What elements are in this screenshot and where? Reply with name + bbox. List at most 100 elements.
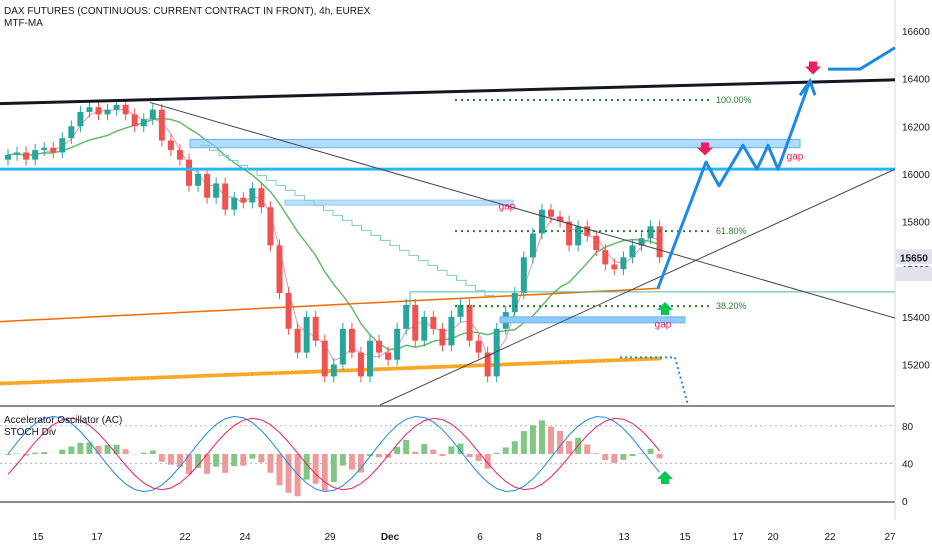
candle-body — [412, 305, 418, 341]
x-tick-label: Dec — [381, 532, 400, 543]
candle-body — [313, 317, 319, 341]
candle-body — [439, 329, 445, 346]
oscillator-bar — [168, 454, 174, 465]
x-tick-label: 17 — [91, 532, 103, 543]
indicator-stoch-div[interactable]: STOCH Div — [4, 427, 122, 439]
x-tick-label: 6 — [477, 532, 483, 543]
oscillator-bar — [494, 453, 500, 454]
x-tick-label: 17 — [732, 532, 744, 543]
candle-body — [629, 245, 635, 257]
candle-body — [421, 317, 427, 341]
oscillator-bar — [213, 454, 219, 467]
indicator-mtf-ma[interactable]: MTF-MA — [4, 18, 370, 30]
x-tick-label: 15 — [32, 532, 44, 543]
oscillator-bar — [277, 454, 283, 485]
oscillator-bar — [412, 452, 418, 454]
candle-body — [648, 226, 654, 238]
oscillator-bar — [394, 447, 400, 454]
oscillator-bar — [240, 454, 246, 466]
candle-body — [331, 365, 337, 377]
candle-body — [105, 110, 111, 115]
chart-legend: DAX FUTURES (CONTINUOUS: CURRENT CONTRAC… — [4, 6, 370, 30]
oscillator-bar — [322, 454, 328, 491]
oscillator-bar — [231, 454, 237, 466]
oscillator-bar — [602, 454, 608, 460]
candle-body — [467, 305, 473, 341]
candle-body — [295, 329, 301, 353]
oscillator-bar — [286, 454, 292, 493]
oscillator-bar — [5, 454, 11, 455]
oscillator-bar — [648, 449, 654, 454]
candle-body — [150, 110, 156, 120]
oscillator-bar — [267, 454, 273, 473]
oscillator-bar — [485, 454, 491, 469]
fib-level-label: 38.20% — [716, 301, 747, 311]
oscillator-bar — [620, 454, 626, 460]
oscillator-bar — [258, 454, 264, 462]
oscillator-bar — [503, 447, 509, 454]
candle-body — [322, 341, 328, 377]
oscillator-bar — [593, 453, 599, 454]
candle-body — [566, 222, 572, 246]
oscillator-bar — [77, 443, 83, 454]
gap-annotation: gap — [787, 152, 804, 163]
candle-body — [575, 226, 581, 245]
fib-level-label: 61.80% — [716, 226, 747, 236]
osc-tick-label: 0 — [902, 497, 908, 508]
candle-body — [602, 250, 608, 264]
candle-body — [68, 126, 74, 138]
symbol-title[interactable]: DAX FUTURES (CONTINUOUS: CURRENT CONTRAC… — [4, 6, 370, 18]
oscillator-bar — [159, 454, 165, 462]
oscillator-bar — [548, 427, 554, 454]
last-price-label: 15650 — [900, 253, 928, 264]
candle-body — [530, 233, 536, 257]
indicator-accelerator-oscillator[interactable]: Accelerator Oscillator (AC) — [4, 415, 122, 427]
oscillator-bar — [639, 453, 645, 454]
candle-body — [304, 317, 310, 353]
oscillator-bar — [629, 454, 635, 456]
y-tick-label: 15400 — [902, 313, 930, 324]
oscillator-bar — [249, 454, 255, 459]
candle-body — [204, 174, 210, 198]
oscillator-bar — [657, 454, 663, 458]
ma-line-green — [8, 119, 660, 350]
candle-body — [358, 353, 364, 377]
candle-body — [349, 329, 355, 353]
x-tick-label: 22 — [824, 532, 836, 543]
ma-value-box — [896, 267, 932, 281]
candle-body — [340, 329, 346, 365]
projection-path-extension — [828, 48, 895, 69]
oscillator-bar — [611, 454, 617, 463]
candle-body — [249, 188, 255, 202]
y-tick-label: 15200 — [902, 361, 930, 372]
oscillator-bar — [59, 450, 65, 454]
candle-body — [548, 210, 554, 217]
oscillator-bar — [521, 431, 527, 454]
oscillator-bar — [222, 454, 228, 473]
y-tick-label: 16200 — [902, 122, 930, 133]
oscillator-bar — [421, 444, 427, 454]
x-tick-label: 13 — [618, 532, 630, 543]
x-tick-label: 22 — [179, 532, 191, 543]
y-tick-label: 15800 — [902, 218, 930, 229]
candle-body — [86, 107, 92, 112]
candle-body — [77, 112, 83, 126]
candle-body — [385, 353, 391, 360]
gap-annotation: gap — [655, 320, 672, 331]
oscillator-bar — [557, 431, 563, 454]
candle-body — [50, 148, 56, 153]
oscillator-bar — [177, 454, 183, 467]
ma-projection-dotted — [620, 357, 688, 405]
oscillator-bar — [114, 445, 120, 454]
zone-box — [285, 200, 513, 205]
osc-tick-label: 80 — [902, 422, 914, 433]
oscillator-bar — [186, 454, 192, 474]
candle-body — [231, 198, 237, 210]
candle-body — [277, 245, 283, 293]
oscillator-legend: Accelerator Oscillator (AC) STOCH Div — [4, 415, 122, 439]
y-tick-label: 16000 — [902, 170, 930, 181]
candle-body — [367, 341, 373, 377]
x-tick-label: 20 — [767, 532, 779, 543]
